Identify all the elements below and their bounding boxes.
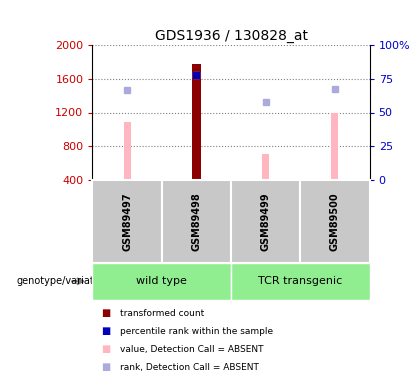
Text: GSM89499: GSM89499: [261, 192, 270, 250]
Text: rank, Detection Call = ABSENT: rank, Detection Call = ABSENT: [120, 363, 259, 372]
Title: GDS1936 / 130828_at: GDS1936 / 130828_at: [155, 28, 307, 43]
Bar: [192, 63, 200, 180]
Text: ■: ■: [101, 326, 110, 336]
Text: ■: ■: [101, 344, 110, 354]
Text: GSM89500: GSM89500: [330, 192, 340, 250]
Bar: [262, 154, 269, 180]
Text: percentile rank within the sample: percentile rank within the sample: [120, 327, 273, 336]
Text: ■: ■: [101, 362, 110, 372]
Text: genotype/variation: genotype/variation: [17, 276, 110, 286]
Bar: [193, 63, 200, 180]
Text: transformed count: transformed count: [120, 309, 204, 318]
Text: GSM89498: GSM89498: [192, 192, 201, 250]
Text: wild type: wild type: [136, 276, 187, 286]
Text: TCR transgenic: TCR transgenic: [258, 276, 342, 286]
Bar: [331, 112, 339, 180]
Bar: [123, 122, 131, 180]
Text: ■: ■: [101, 308, 110, 318]
Text: value, Detection Call = ABSENT: value, Detection Call = ABSENT: [120, 345, 263, 354]
Text: GSM89497: GSM89497: [122, 192, 132, 250]
